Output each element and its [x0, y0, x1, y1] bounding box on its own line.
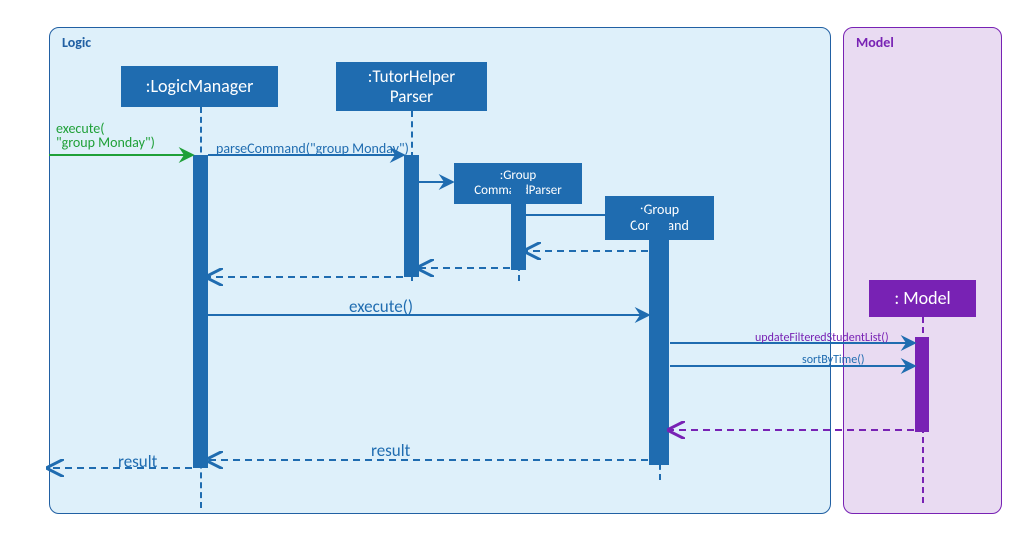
msg-parse-command: parseCommand("group Monday") [216, 140, 409, 157]
logic-manager-activation [193, 155, 208, 468]
msg-sort-by-time: sortByTime() [802, 353, 865, 367]
tutor-parser-activation [404, 155, 419, 277]
model-activation [915, 337, 929, 432]
logic-frame-label: Logic [62, 34, 91, 51]
logic-manager-head: :LogicManager [121, 66, 278, 107]
msg-result1: result [371, 440, 410, 461]
tutor-parser-head: :TutorHelperParser [336, 62, 487, 111]
msg-execute: execute() [349, 296, 413, 317]
group-cmd-activation [649, 215, 669, 465]
msg-result2: result [118, 451, 157, 472]
model-frame-label: Model [856, 34, 894, 51]
group-cmd-parser-activation [511, 181, 526, 270]
model-head: : Model [869, 280, 976, 317]
msg-update-filtered: updateFilteredStudentList() [755, 331, 889, 345]
msg-execute-in: execute("group Monday") [56, 122, 155, 150]
